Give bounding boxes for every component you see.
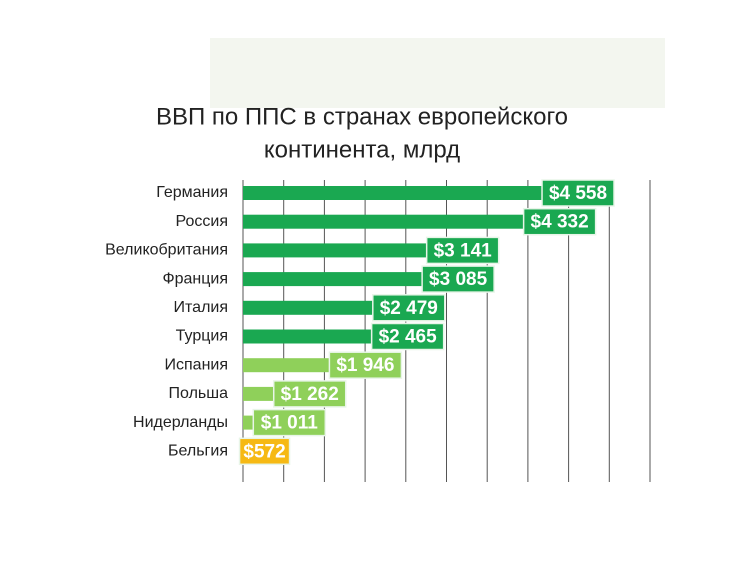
value-label: $4 332 [531,212,589,233]
y-tick-label: Турция [176,328,228,345]
bar [243,186,615,200]
bar [243,214,596,229]
value-label-box [252,408,327,437]
value-label: $572 [243,441,285,462]
value-label-box [238,437,291,466]
value-label: $2 479 [380,298,438,319]
chart-title: континента, млрд [264,136,460,163]
y-tick-label: Испания [165,356,229,373]
value-label: $3 085 [429,269,488,290]
value-label-box [272,380,347,408]
value-label-box [541,179,615,207]
y-tick-label: Германия [156,184,228,201]
y-tick-label: Нидерланды [133,414,228,431]
y-tick-label: Италия [174,299,228,316]
value-label-box [370,322,445,351]
value-label-box [328,351,403,379]
background-image [210,38,665,108]
value-label: $4 558 [549,183,607,204]
chart-title: ВВП по ППС в странах европейского [156,103,568,130]
y-tick-label: Россия [176,213,228,230]
y-tick-label: Бельгия [168,443,228,460]
value-label-box [421,265,495,293]
value-label: $1 946 [336,355,394,376]
y-tick-label: Великобритания [105,242,228,259]
value-label: $3 141 [434,240,493,261]
y-tick-label: Польша [169,385,229,402]
value-label-box [522,207,597,236]
value-label: $2 465 [379,327,438,348]
value-label-box [372,294,446,322]
value-label-box [425,236,500,265]
value-label: $1 011 [261,413,318,434]
value-label: $1 262 [281,384,339,405]
y-tick-label: Франция [162,270,228,287]
